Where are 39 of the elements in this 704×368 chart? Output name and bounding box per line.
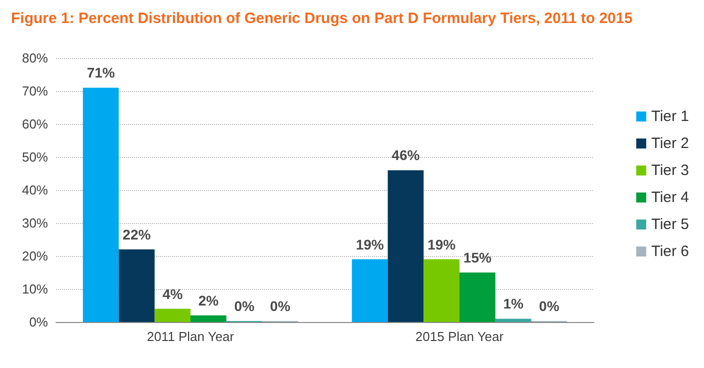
bar — [154, 308, 190, 322]
legend-label: Tier 3 — [651, 162, 690, 179]
bar — [424, 259, 460, 322]
legend-label: Tier 4 — [651, 189, 690, 206]
y-tick-label: 60% — [22, 116, 48, 132]
y-tick-label: 80% — [22, 50, 48, 66]
chart-title: Figure 1: Percent Distribution of Generic Drugs on Part D Formulary Tiers, 2011 to 2015 — [11, 10, 633, 27]
bar — [82, 88, 119, 322]
legend-label: Tier 5 — [651, 216, 690, 233]
data-label: 4% — [162, 286, 184, 302]
data-label: 0% — [270, 298, 291, 314]
y-tick-label: 30% — [22, 216, 48, 230]
y-tick-label: 50% — [22, 150, 48, 164]
x-tick-label: 2011 Plan Year — [146, 329, 235, 344]
bar — [190, 315, 226, 322]
y-tick-label: 20% — [22, 248, 48, 264]
data-label: 2% — [198, 292, 220, 308]
bar — [352, 259, 388, 322]
data-label: 19% — [428, 236, 456, 252]
data-label: 15% — [463, 250, 492, 266]
data-label: 0% — [539, 298, 560, 314]
y-tick-label: 10% — [22, 282, 48, 296]
y-tick-label: 0% — [29, 314, 48, 330]
y-tick-label: 70% — [22, 84, 48, 98]
data-label: 46% — [392, 147, 420, 164]
data-label: 71% — [86, 64, 116, 81]
legend-label: Tier 6 — [651, 243, 690, 260]
data-label: 22% — [122, 226, 152, 242]
legend-label: Tier 1 — [651, 108, 690, 125]
bar — [495, 318, 532, 322]
data-label: 0% — [234, 298, 255, 314]
x-tick-label: 2015 Plan Year — [415, 329, 504, 344]
bar — [460, 272, 496, 322]
y-tick-label: 40% — [22, 182, 48, 198]
legend-label: Tier 2 — [651, 135, 690, 152]
data-label: 19% — [356, 236, 384, 252]
data-label: 1% — [503, 296, 524, 312]
bar — [388, 170, 424, 322]
bar — [118, 249, 155, 322]
